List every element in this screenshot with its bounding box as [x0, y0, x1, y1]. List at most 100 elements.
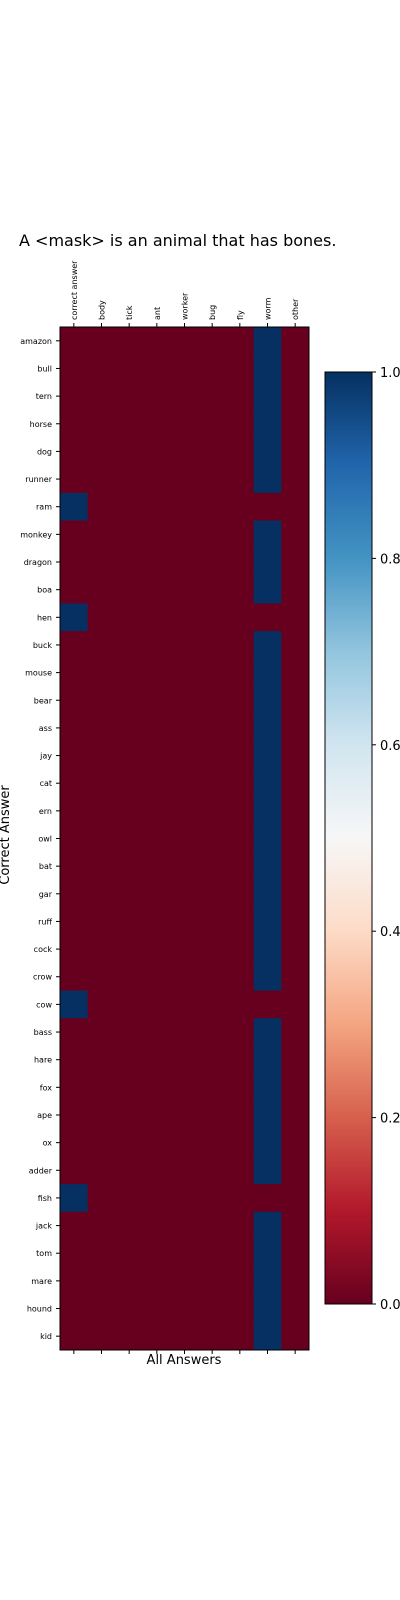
heatmap-cell — [281, 1322, 310, 1351]
heatmap-cell — [87, 1045, 116, 1075]
y-tick-label: cock — [34, 945, 53, 954]
heatmap-cell — [281, 852, 310, 881]
heatmap-cell — [87, 1294, 116, 1323]
heatmap-cell — [198, 797, 227, 826]
heatmap-cell — [143, 492, 172, 522]
heatmap-cell — [198, 382, 227, 411]
heatmap-cell — [115, 327, 144, 356]
heatmap-cell — [170, 990, 199, 1019]
heatmap-cell — [87, 1239, 116, 1268]
heatmap-cell — [87, 714, 116, 743]
heatmap-cell — [281, 1239, 310, 1268]
y-tick-label: runner — [25, 475, 52, 484]
heatmap-cell — [198, 1073, 227, 1102]
heatmap-cell — [170, 382, 199, 411]
heatmap-cell — [87, 382, 116, 411]
heatmap-cell — [281, 631, 310, 660]
heatmap-cell — [198, 327, 227, 356]
heatmap-cell — [253, 962, 282, 992]
heatmap-cell — [143, 437, 172, 466]
heatmap-cell — [60, 575, 89, 604]
heatmap-cell — [170, 1156, 199, 1185]
heatmap-cell — [60, 1128, 89, 1157]
heatmap-cell — [170, 1184, 199, 1213]
heatmap-cell — [60, 797, 89, 826]
x-tick-label: ant — [153, 307, 162, 320]
y-tick-label: owl — [38, 835, 52, 844]
heatmap-cell — [143, 382, 172, 411]
heatmap-cell — [226, 548, 255, 577]
heatmap-cell — [226, 1294, 255, 1323]
x-tick-label: worker — [181, 292, 190, 320]
heatmap-cell — [87, 1156, 116, 1185]
heatmap-cell — [170, 907, 199, 936]
heatmap-cell — [198, 686, 227, 715]
heatmap-cell — [170, 1267, 199, 1296]
heatmap-cell — [226, 1073, 255, 1102]
x-tick-label: body — [98, 300, 107, 320]
heatmap-cell — [253, 1294, 282, 1323]
heatmap-cell — [87, 852, 116, 881]
heatmap-cell — [115, 824, 144, 853]
heatmap-cell — [281, 327, 310, 356]
heatmap-cell — [115, 1101, 144, 1130]
y-tick-label: fish — [38, 1194, 52, 1203]
heatmap-cell — [170, 1211, 199, 1240]
heatmap-cell — [60, 1322, 89, 1351]
y-tick-label: fox — [40, 1083, 52, 1092]
heatmap-cell — [143, 797, 172, 826]
heatmap-cell — [115, 1018, 144, 1047]
heatmap-cell — [281, 1018, 310, 1047]
heatmap-cell — [170, 492, 199, 522]
heatmap-cell — [281, 1211, 310, 1240]
heatmap-cell — [281, 1073, 310, 1102]
heatmap-cell — [281, 465, 310, 494]
heatmap-cell — [87, 409, 116, 439]
y-axis-label: Correct Answer — [0, 785, 13, 885]
heatmap-cell — [143, 1294, 172, 1323]
heatmap-cell — [143, 990, 172, 1019]
heatmap-cell — [143, 575, 172, 604]
heatmap-cell — [60, 1184, 89, 1213]
heatmap-cell — [143, 1045, 172, 1075]
heatmap-cell — [198, 1267, 227, 1296]
heatmap-cell — [198, 1239, 227, 1268]
y-tick-label: dragon — [24, 558, 52, 567]
heatmap-cell — [143, 1156, 172, 1185]
heatmap-cell — [198, 1211, 227, 1240]
heatmap-cell — [87, 658, 116, 687]
y-tick-label: bull — [37, 364, 52, 373]
heatmap-cell — [60, 631, 89, 660]
heatmap-cell — [87, 741, 116, 770]
heatmap-cell — [143, 769, 172, 798]
y-tick-label: ape — [37, 1111, 52, 1120]
heatmap-cell — [198, 879, 227, 909]
heatmap-cell — [281, 686, 310, 715]
heatmap-cell — [198, 658, 227, 687]
heatmap-cell — [115, 1045, 144, 1075]
heatmap-cell — [60, 1101, 89, 1130]
heatmap-cell — [253, 631, 282, 660]
heatmap-cell — [115, 437, 144, 466]
heatmap-cell — [170, 769, 199, 798]
heatmap-cell — [170, 962, 199, 992]
heatmap-cell — [170, 327, 199, 356]
heatmap-cell — [60, 824, 89, 853]
heatmap-cell — [115, 492, 144, 522]
heatmap-cell — [87, 327, 116, 356]
heatmap-cell — [60, 1156, 89, 1185]
heatmap-cell — [115, 852, 144, 881]
heatmap-cell — [143, 714, 172, 743]
heatmap-cell — [281, 520, 310, 549]
heatmap-cell — [115, 714, 144, 743]
y-tick-label: bear — [34, 696, 53, 705]
heatmap-cell — [253, 1045, 282, 1075]
heatmap-cell — [87, 1128, 116, 1157]
heatmap-cell — [226, 962, 255, 992]
heatmap-cell — [87, 879, 116, 909]
heatmap-cell — [198, 520, 227, 549]
heatmap-cell — [281, 741, 310, 770]
heatmap-cell — [253, 879, 282, 909]
heatmap-cell — [253, 548, 282, 577]
